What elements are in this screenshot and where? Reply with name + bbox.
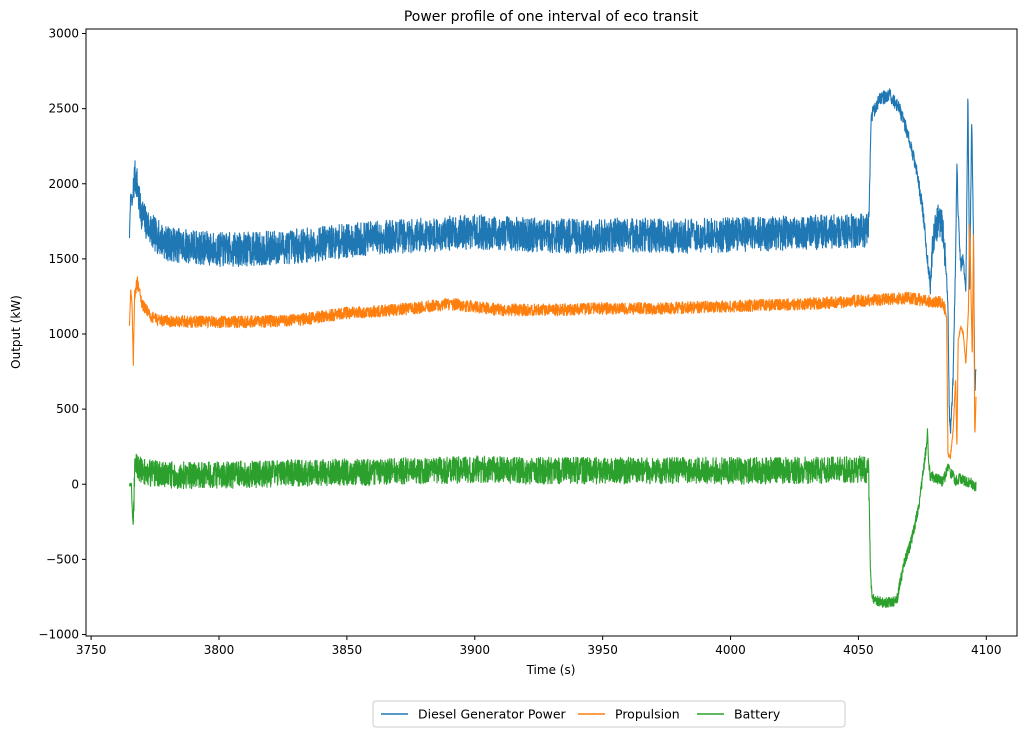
legend-label: Propulsion	[615, 707, 680, 722]
y-tick-label: 1000	[48, 327, 79, 341]
y-axis-ticks: −1000 −500 0 500 1000 1500 2000 2500 3000	[38, 27, 86, 641]
y-tick-label: 0	[71, 477, 79, 491]
legend: Diesel Generator Power Propulsion Battery	[372, 700, 846, 728]
y-tick-label: −1000	[38, 627, 79, 641]
x-tick-label: 3750	[76, 643, 107, 657]
x-tick-label: 3900	[459, 643, 490, 657]
x-tick-label: 3800	[204, 643, 235, 657]
y-tick-label: 2000	[48, 177, 79, 191]
y-tick-label: 3000	[48, 27, 79, 41]
legend-box	[372, 700, 846, 728]
x-tick-label: 3850	[332, 643, 363, 657]
x-tick-label: 4050	[843, 643, 874, 657]
legend-label: Diesel Generator Power	[418, 707, 567, 722]
x-axis-label: Time (s)	[526, 663, 576, 677]
y-tick-label: −500	[46, 552, 79, 566]
y-axis-label: Output (kW)	[9, 295, 23, 369]
x-axis-ticks: 3750 3800 3850 3900 3950 4000 4050 4100	[76, 636, 1002, 657]
plot-area-frame	[85, 28, 1018, 637]
x-tick-label: 4100	[971, 643, 1002, 657]
y-tick-label: 1500	[48, 252, 79, 266]
series-line-battery	[128, 428, 977, 608]
y-tick-label: 2500	[48, 102, 79, 116]
chart-title: Power profile of one interval of eco tra…	[404, 9, 699, 25]
legend-label: Battery	[734, 707, 781, 722]
x-tick-label: 3950	[587, 643, 618, 657]
series-line-propulsion	[128, 224, 977, 460]
series-lines	[128, 88, 977, 608]
series-line-diesel-generator-power	[128, 88, 977, 434]
x-tick-label: 4000	[715, 643, 746, 657]
y-tick-label: 500	[56, 402, 79, 416]
